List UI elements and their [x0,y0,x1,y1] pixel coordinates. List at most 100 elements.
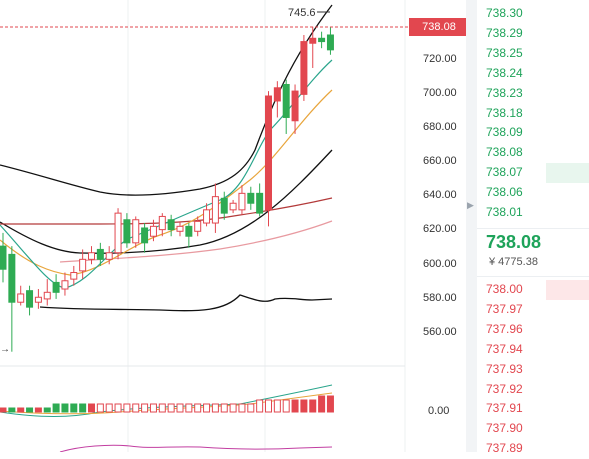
candle-body[interactable] [273,87,281,102]
bid-row[interactable]: 737.89 [477,439,589,459]
bid-price: 737.92 [486,381,523,396]
candle-body[interactable] [291,90,299,122]
indicator-bar [26,407,34,413]
indicator-bar [0,407,7,413]
bid-row[interactable]: 737.93 [477,360,589,380]
bid-row[interactable]: 737.90 [477,419,589,439]
ask-row[interactable]: 738.09 [477,123,589,143]
candle-body[interactable] [52,281,60,293]
bollinger-mid-line [0,149,333,254]
bid-row[interactable]: 737.91 [477,399,589,419]
candle-body[interactable] [0,245,7,270]
candle-body[interactable] [105,252,113,260]
ask-price: 738.29 [486,25,523,40]
candle-body[interactable] [158,215,166,231]
ask-row[interactable]: 738.07 [477,163,589,184]
candle-body[interactable] [17,293,25,303]
indicator-bar [105,403,113,413]
bid-row[interactable]: 738.00 [477,280,589,300]
indicator-bar [114,403,122,413]
indicator-bar [141,403,149,413]
bid-row[interactable]: 737.96 [477,320,589,340]
ask-row[interactable]: 738.18 [477,104,589,124]
ask-price: 738.09 [486,125,523,140]
candle-body[interactable] [96,248,104,260]
candle-body[interactable] [309,37,317,44]
candle-body[interactable] [211,196,219,224]
candle-body[interactable] [282,83,290,118]
bollinger-upper-line [0,4,333,196]
candle-body[interactable] [203,209,211,224]
candle-body[interactable] [34,296,42,303]
left-arrow-marker: → [0,344,10,355]
ask-price: 738.06 [486,185,523,200]
ask-row[interactable]: 738.01 [477,203,589,223]
bid-row[interactable]: 737.92 [477,380,589,400]
indicator-bar [265,399,272,413]
candle-body[interactable] [114,212,122,254]
candle-body[interactable] [88,252,95,260]
candle-body[interactable] [167,219,175,231]
candle-body[interactable] [326,34,334,51]
ask-row[interactable]: 738.24 [477,64,589,84]
price-axis-label: 720.00 [423,53,457,65]
candle-body[interactable] [43,291,51,300]
indicator-bar [185,403,193,413]
candle-body[interactable] [26,290,34,308]
indicator-bar [238,403,246,413]
candle-body[interactable] [149,225,157,237]
indicator-axis-label: 0.00 [428,405,449,417]
candle-body[interactable] [61,280,69,290]
ask-row[interactable]: 738.06 [477,183,589,203]
price-axis-label: 660.00 [423,155,457,167]
indicator-bar [167,403,175,413]
candle-body[interactable] [247,192,255,204]
candle-body[interactable] [229,202,237,211]
ask-row[interactable]: 738.08 [477,143,589,163]
candle-body[interactable] [132,219,140,244]
indicator-bar [211,403,219,413]
bid-price: 737.94 [486,341,523,356]
indicator-bar [318,395,326,413]
candle-body[interactable] [256,192,264,214]
ask-row[interactable]: 738.29 [477,24,589,44]
ask-row[interactable]: 738.30 [477,4,589,24]
bid-row[interactable]: 737.97 [477,300,589,320]
candle-body[interactable] [265,95,272,211]
candle-body[interactable] [194,220,202,232]
candle-body[interactable] [70,272,78,280]
candle-body[interactable] [300,41,308,95]
bid-row[interactable]: 737.94 [477,340,589,360]
bid-price: 737.90 [486,421,523,436]
candle-body[interactable] [141,227,149,244]
ma-teal-line [0,59,333,289]
candle-body[interactable] [318,37,326,43]
indicator-bar [273,399,281,413]
collapse-arrow-icon[interactable]: ▶ [467,200,474,210]
bollinger-lower-line [39,294,333,312]
candle-body[interactable] [220,197,228,214]
bid-price: 738.00 [486,282,523,296]
ask-price: 738.25 [486,45,523,60]
candlestick-chart[interactable]: → 720.00 700.00 680.00 660.00 640.00 620… [0,0,477,452]
indicator-bar [309,399,317,413]
candle-body[interactable] [176,225,184,232]
candle-body[interactable] [185,225,193,237]
ask-row[interactable]: 738.25 [477,44,589,64]
candle-body[interactable] [123,219,131,244]
candle-body[interactable] [8,253,16,303]
indicator-bar [123,403,131,413]
ask-price: 738.07 [486,165,523,180]
indicator-bar [132,403,140,413]
indicator-line-purple [59,444,333,452]
trade-amount: ¥ 4775.38 [489,256,538,268]
ask-row[interactable]: 738.23 [477,84,589,104]
panel-divider[interactable] [466,0,477,452]
candle-body[interactable] [238,192,246,211]
bid-price: 737.96 [486,321,523,336]
order-book: 738.30 738.29 738.25 738.24 738.23 738.18 738.… [477,0,589,455]
price-axis-label: 560.00 [423,326,457,338]
bid-depth-bar [546,280,589,300]
candle-body[interactable] [79,258,87,272]
indicator-bar [203,403,211,413]
